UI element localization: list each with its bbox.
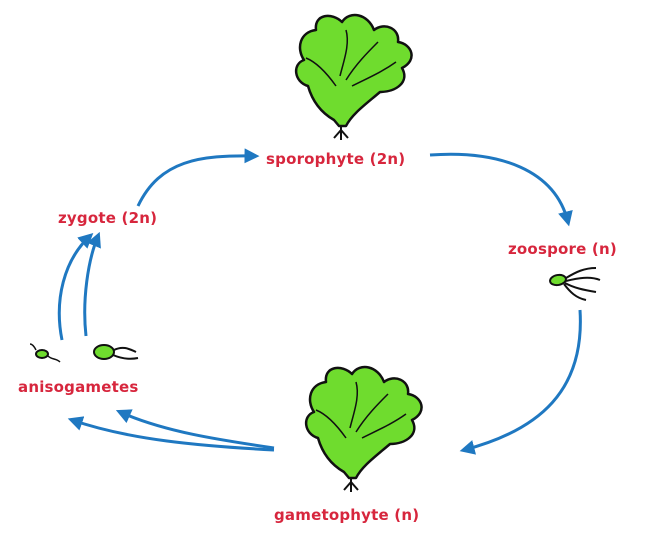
- cycle-arrows: [57, 148, 582, 455]
- arrow-zygote-to-sporophyte: [136, 148, 260, 207]
- sporophyte-label: sporophyte (2n): [266, 150, 406, 168]
- arrow-gametophyte-to-anisogametes-a: [67, 416, 275, 452]
- sporophyte-thallus-icon: [295, 13, 413, 140]
- gametophyte-label: gametophyte (n): [274, 506, 420, 524]
- zygote-label: zygote (2n): [58, 209, 158, 227]
- arrow-zoospore-to-gametophyte: [459, 309, 582, 455]
- arrow-sporophyte-to-zoospore: [429, 152, 573, 227]
- anisogametes-label: anisogametes: [18, 378, 139, 396]
- arrow-anisogametes-to-zygote-a: [57, 232, 94, 341]
- gametophyte-thallus-icon: [305, 365, 423, 492]
- zoospore-icon: [549, 267, 601, 301]
- anisogametes-icon: [29, 343, 139, 363]
- arrow-anisogametes-to-zygote-b: [83, 231, 101, 337]
- zoospore-label: zoospore (n): [508, 240, 617, 258]
- arrow-gametophyte-to-anisogametes-b: [115, 409, 275, 450]
